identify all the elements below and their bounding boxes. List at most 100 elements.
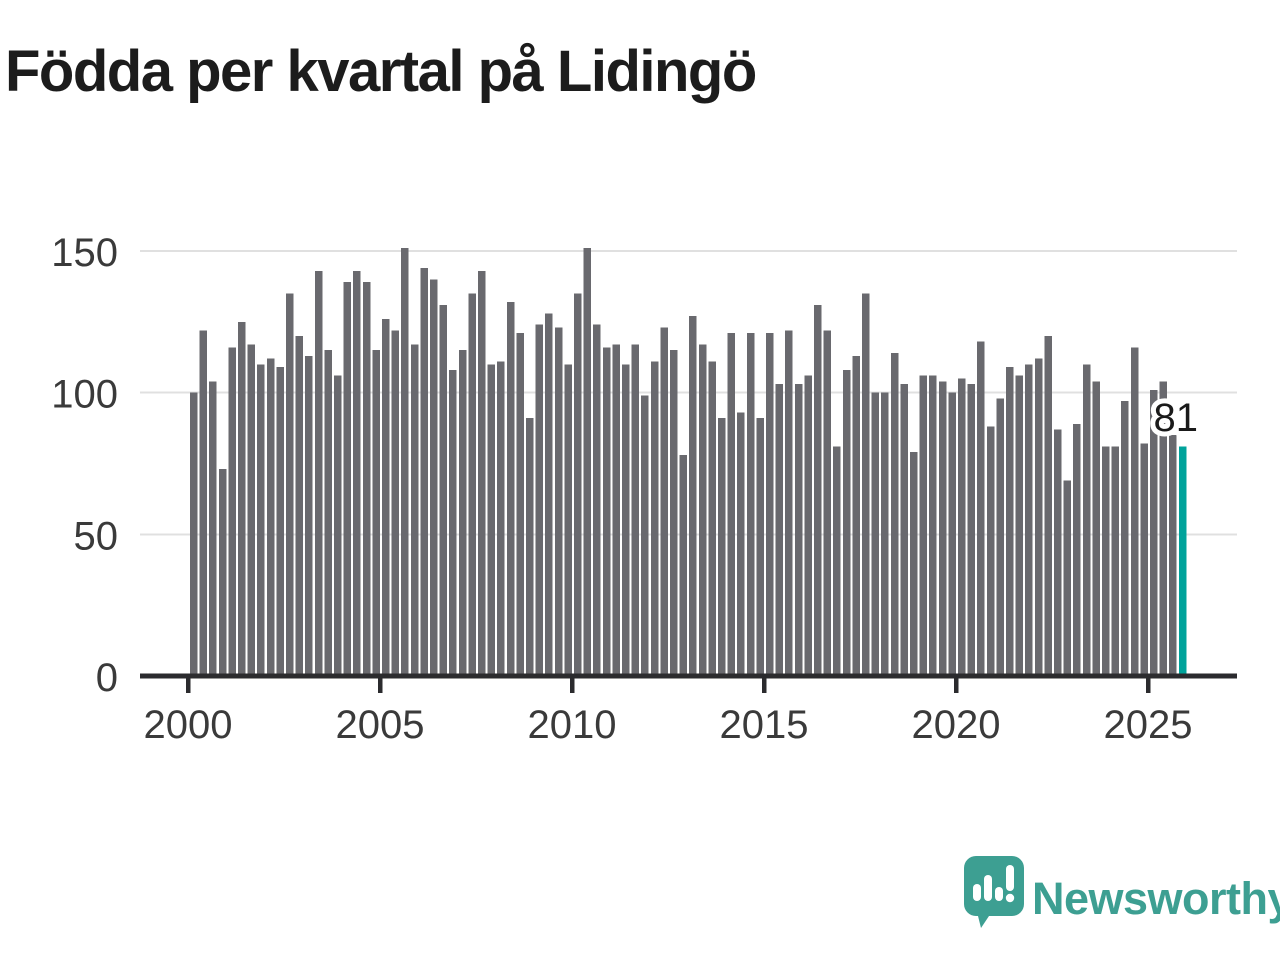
chart-title: Födda per kvartal på Lidingö [5, 39, 757, 104]
x-tick-label: 2025 [1104, 703, 1193, 747]
bar-2000Q2 [199, 330, 208, 676]
bar-2021Q1 [996, 398, 1004, 676]
bar-2015Q1 [766, 333, 774, 676]
bar-2008Q2 [506, 302, 515, 676]
bar-2003Q4 [334, 375, 342, 676]
bar-2016Q2 [814, 304, 822, 676]
bar-2024Q3 [1130, 347, 1139, 676]
bar-2005Q3 [401, 248, 409, 676]
bar-2016Q4 [833, 446, 841, 676]
bar-2014Q1 [727, 333, 736, 676]
bar-2011Q1 [612, 344, 620, 676]
bar-2006Q1 [420, 268, 428, 676]
bar-2010Q3 [593, 324, 601, 676]
bar-2025Q2 [1159, 381, 1168, 676]
bar-2020Q2 [967, 384, 976, 676]
bar-2022Q1 [1034, 358, 1043, 676]
bar-2013Q2 [698, 344, 707, 676]
bar-2016Q3 [823, 330, 832, 676]
bar-2005Q4 [410, 344, 419, 676]
bar-2023Q1 [1073, 423, 1081, 676]
bar-2019Q3 [938, 381, 947, 676]
bar-2014Q3 [746, 333, 755, 676]
bar-2007Q1 [458, 350, 467, 676]
bar-2017Q1 [842, 370, 851, 676]
bar-2006Q2 [430, 279, 438, 676]
bar-2010Q2 [583, 248, 592, 676]
bar-2008Q1 [497, 361, 505, 676]
x-tick-label: 2000 [144, 703, 233, 747]
newsworthy-logo: Newsworthy [958, 853, 1280, 933]
bar-2020Q1 [958, 378, 966, 676]
y-tick-label: 150 [51, 231, 118, 275]
bar-2015Q3 [785, 330, 793, 676]
bar-2018Q1 [881, 392, 889, 676]
bar-2016Q1 [804, 375, 812, 676]
bar-2002Q3 [286, 293, 294, 676]
bar-2020Q4 [986, 426, 995, 676]
x-tick-label: 2010 [528, 703, 617, 747]
bar-2018Q4 [910, 452, 918, 676]
bar-2013Q3 [708, 361, 716, 676]
bar-2004Q4 [372, 350, 380, 676]
newsworthy-logo-icon [964, 856, 1024, 928]
bar-2003Q2 [314, 270, 323, 676]
x-tick-label: 2015 [720, 703, 809, 747]
bar-2006Q3 [439, 304, 448, 676]
bar-2025Q3 [1169, 435, 1177, 676]
bar-2021Q4 [1025, 364, 1033, 676]
bar-2017Q4 [871, 392, 880, 676]
bar-2001Q2 [238, 321, 246, 676]
bar-2010Q1 [574, 293, 582, 676]
bar-2023Q2 [1082, 364, 1091, 676]
newsworthy-logo-text: Newsworthy [1032, 873, 1280, 924]
bar-2001Q4 [257, 364, 265, 676]
bar-2007Q2 [468, 293, 476, 676]
bar-2018Q3 [900, 384, 908, 676]
bar-2015Q2 [775, 384, 784, 676]
y-tick-label: 50 [74, 514, 119, 558]
y-tick-label: 0 [96, 656, 118, 700]
bar-2018Q2 [890, 353, 899, 676]
bar-2002Q1 [266, 358, 275, 676]
bar-2010Q4 [602, 347, 611, 676]
bar-2019Q4 [948, 392, 956, 676]
bar-2012Q2 [660, 327, 668, 676]
icon-exclamation-bar [1006, 865, 1014, 891]
bar-2012Q1 [650, 361, 659, 676]
bar-2005Q2 [391, 330, 400, 676]
bar-2021Q2 [1006, 367, 1014, 676]
bar-2019Q1 [919, 375, 928, 676]
bar-2007Q4 [487, 364, 496, 676]
bar-2007Q3 [478, 270, 486, 676]
bar-2024Q2 [1121, 401, 1129, 676]
bar-2004Q1 [343, 282, 352, 676]
bar-2015Q4 [794, 384, 803, 676]
bar-2008Q4 [526, 418, 534, 676]
bar-2014Q2 [737, 412, 745, 676]
bar-2009Q4 [564, 364, 572, 676]
bar-2008Q3 [516, 333, 524, 676]
bar-2009Q1 [535, 324, 544, 676]
bar-2019Q2 [929, 375, 937, 676]
bar-2000Q1 [190, 392, 198, 676]
icon-bar-1 [973, 884, 981, 901]
bar-2024Q4 [1140, 443, 1148, 676]
bar-2011Q3 [631, 344, 640, 676]
x-tick-label: 2020 [912, 703, 1001, 747]
bar-2021Q3 [1015, 375, 1024, 676]
icon-bar-3 [995, 887, 1003, 901]
bar-2013Q1 [689, 316, 697, 676]
bar-2001Q3 [247, 344, 256, 676]
bar-2000Q4 [218, 469, 227, 676]
bar-2014Q4 [756, 418, 764, 676]
bar-2009Q2 [545, 313, 553, 676]
bar-2011Q4 [641, 395, 649, 676]
bar-value-label: 81 [1154, 396, 1199, 440]
bar-2012Q3 [670, 350, 678, 676]
bar-2003Q1 [305, 355, 313, 676]
bar-2005Q1 [382, 319, 390, 676]
bar-2004Q2 [353, 270, 361, 676]
